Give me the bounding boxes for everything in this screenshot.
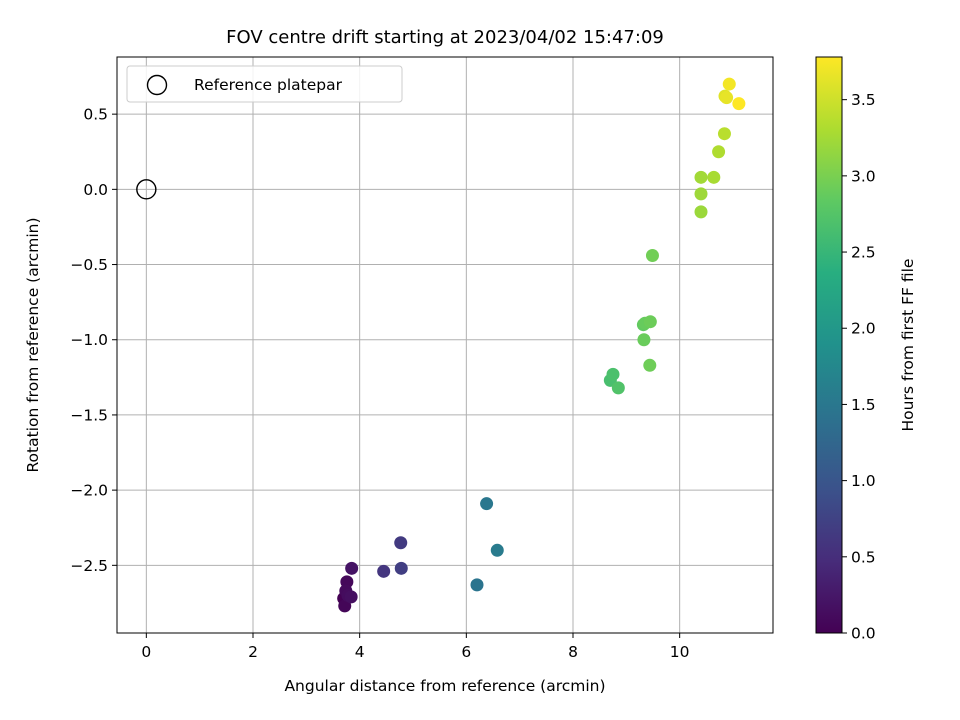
colorbar-tick-label: 3.5 xyxy=(851,91,876,109)
data-point xyxy=(637,333,651,347)
data-point xyxy=(394,561,408,575)
data-point xyxy=(694,187,708,201)
data-point xyxy=(694,205,708,219)
legend-box xyxy=(126,65,403,103)
x-axis-label: Angular distance from reference (arcmin) xyxy=(284,677,605,695)
y-tick-label: 0.5 xyxy=(83,106,108,124)
data-point xyxy=(712,145,726,159)
x-tick-label: 0 xyxy=(141,643,151,661)
y-tick-label: −1.0 xyxy=(70,331,108,349)
data-point xyxy=(394,536,408,550)
plot-frame xyxy=(116,56,774,634)
x-axis: 0 2 4 6 8 10 xyxy=(141,633,690,661)
y-axis-label: Rotation from reference (arcmin) xyxy=(24,217,42,472)
colorbar-tick-label: 1.5 xyxy=(851,396,876,414)
data-point xyxy=(732,97,746,111)
data-point xyxy=(694,170,708,184)
y-tick-label: 0.0 xyxy=(83,181,108,199)
colorbar-tick-label: 0.0 xyxy=(851,625,876,643)
colorbar-tick-label: 2.0 xyxy=(851,320,876,338)
y-tick-label: −0.5 xyxy=(70,256,108,274)
legend: Reference platepar xyxy=(126,65,403,103)
grid-lines xyxy=(117,57,773,633)
reference-platepar-marker xyxy=(136,179,157,200)
data-point xyxy=(717,127,731,141)
colorbar-tick-label: 0.5 xyxy=(851,548,876,566)
data-point xyxy=(720,91,734,105)
data-point xyxy=(345,561,359,575)
colorbar xyxy=(815,56,843,634)
colorbar-axis: 0.0 0.5 1.0 1.5 2.0 2.5 3.0 3.5 xyxy=(842,91,876,643)
x-tick-label: 4 xyxy=(355,643,365,661)
data-point xyxy=(645,249,659,263)
data-point xyxy=(611,381,625,395)
data-point xyxy=(643,358,657,372)
colorbar-tick-label: 1.0 xyxy=(851,472,876,490)
x-tick-label: 2 xyxy=(248,643,258,661)
colorbar-label: Hours from first FF file xyxy=(899,259,917,432)
data-point xyxy=(643,315,657,329)
x-tick-label: 6 xyxy=(461,643,471,661)
colorbar-tick-label: 2.5 xyxy=(851,244,876,262)
legend-marker-reference xyxy=(146,74,168,96)
data-point xyxy=(480,497,494,511)
data-point xyxy=(338,599,352,613)
y-tick-label: −1.5 xyxy=(70,406,108,424)
y-axis: 0.5 0.0 −0.5 −1.0 −1.5 −2.0 −2.5 xyxy=(70,106,117,575)
y-tick-label: −2.5 xyxy=(70,557,108,575)
data-point xyxy=(707,170,721,184)
x-tick-label: 8 xyxy=(568,643,578,661)
data-point xyxy=(490,543,504,557)
legend-label-reference: Reference platepar xyxy=(194,76,343,94)
data-point xyxy=(344,590,358,604)
chart-title: FOV centre drift starting at 2023/04/02 … xyxy=(226,27,664,48)
data-point xyxy=(470,578,484,592)
data-point xyxy=(722,77,736,91)
x-tick-label: 10 xyxy=(670,643,690,661)
data-point xyxy=(377,564,391,578)
data-points xyxy=(136,77,746,613)
data-point xyxy=(606,367,620,381)
colorbar-tick-label: 3.0 xyxy=(851,167,876,185)
y-tick-label: −2.0 xyxy=(70,482,108,500)
